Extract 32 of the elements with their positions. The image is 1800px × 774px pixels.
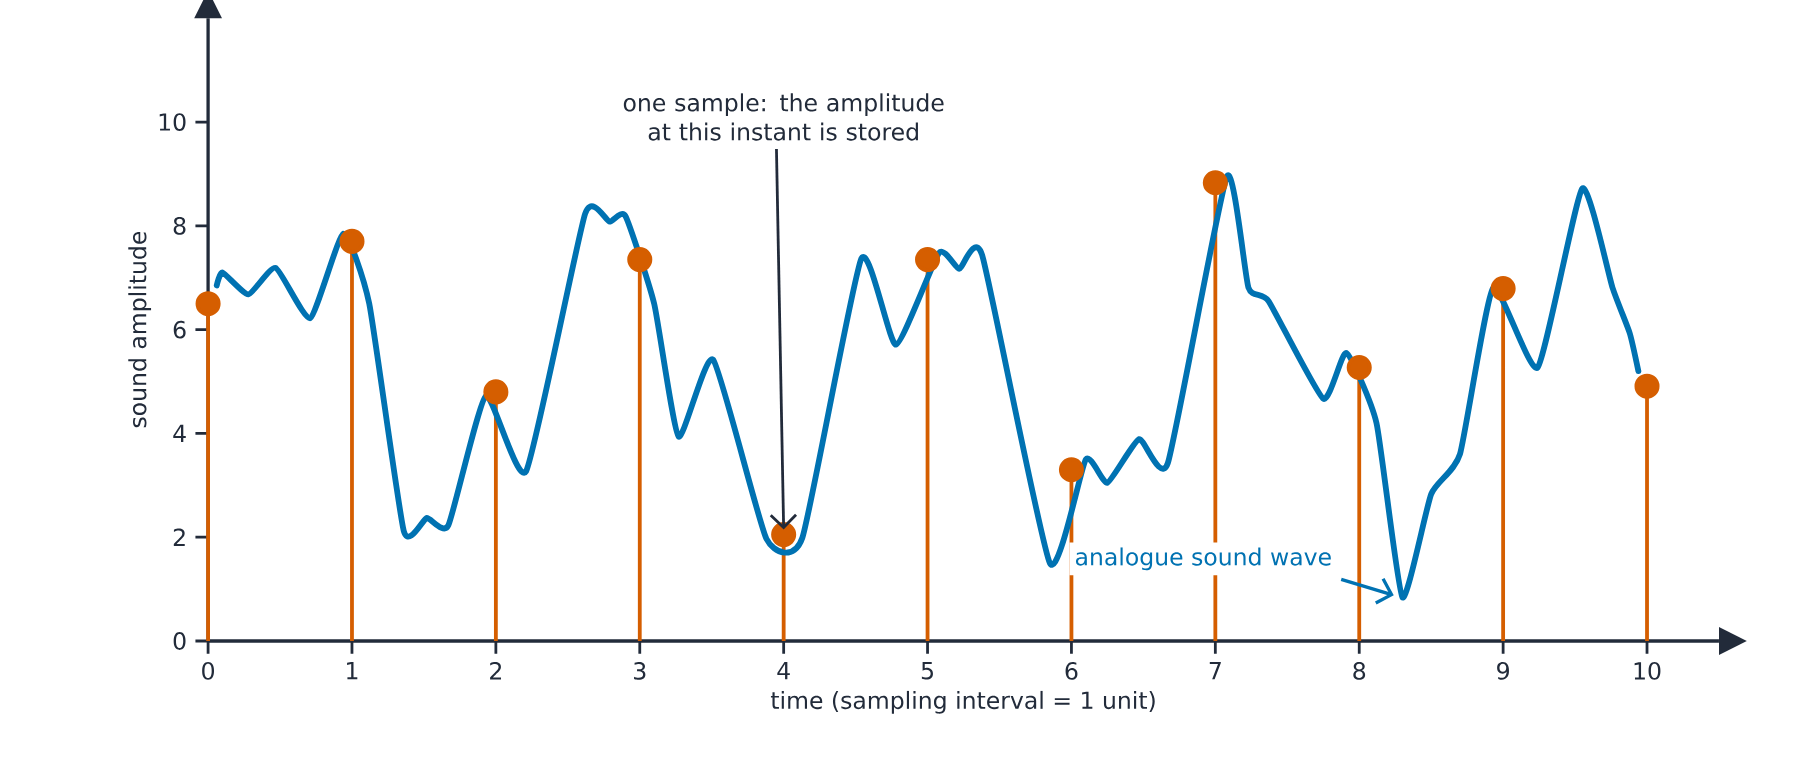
x-tick-label: 5 <box>921 662 933 680</box>
annotation: one sample: the amplitude at this instant is stored <box>623 93 944 141</box>
point <box>1202 170 1228 196</box>
point <box>1058 457 1084 483</box>
series-label: analogue sound wave <box>1075 547 1331 571</box>
x-tick-label: 2 <box>490 662 502 680</box>
y-tick-label: 10 <box>159 113 186 131</box>
x-tick-label: 8 <box>1353 662 1366 680</box>
point <box>1346 354 1372 381</box>
point <box>771 522 797 548</box>
x-tick-label: 4 <box>777 662 790 680</box>
point <box>195 291 221 317</box>
y-tick-label: 4 <box>173 424 186 442</box>
y-tick-label: 2 <box>173 528 185 546</box>
x-tick-label: 10 <box>1634 662 1661 680</box>
point <box>627 247 653 273</box>
x-tick-label: 6 <box>1065 662 1078 680</box>
y-tick-label: 8 <box>173 216 186 235</box>
x-tick-label: 9 <box>1497 662 1509 680</box>
point <box>915 247 941 273</box>
point <box>339 228 365 254</box>
x-tick-label: 0 <box>202 662 215 680</box>
y-tick-label: 0 <box>173 632 186 650</box>
y-tick-label: 6 <box>173 320 186 339</box>
point <box>1634 373 1660 399</box>
point <box>483 379 509 405</box>
x-tick-label: 1 <box>347 662 358 680</box>
point <box>1490 276 1516 302</box>
x-axis-title: time (sampling interval = 1 unit) <box>770 690 1155 714</box>
y-axis-title: sound amplitude <box>128 231 152 428</box>
x-tick-label: 3 <box>634 662 646 680</box>
x-tick-label: 7 <box>1209 662 1221 680</box>
